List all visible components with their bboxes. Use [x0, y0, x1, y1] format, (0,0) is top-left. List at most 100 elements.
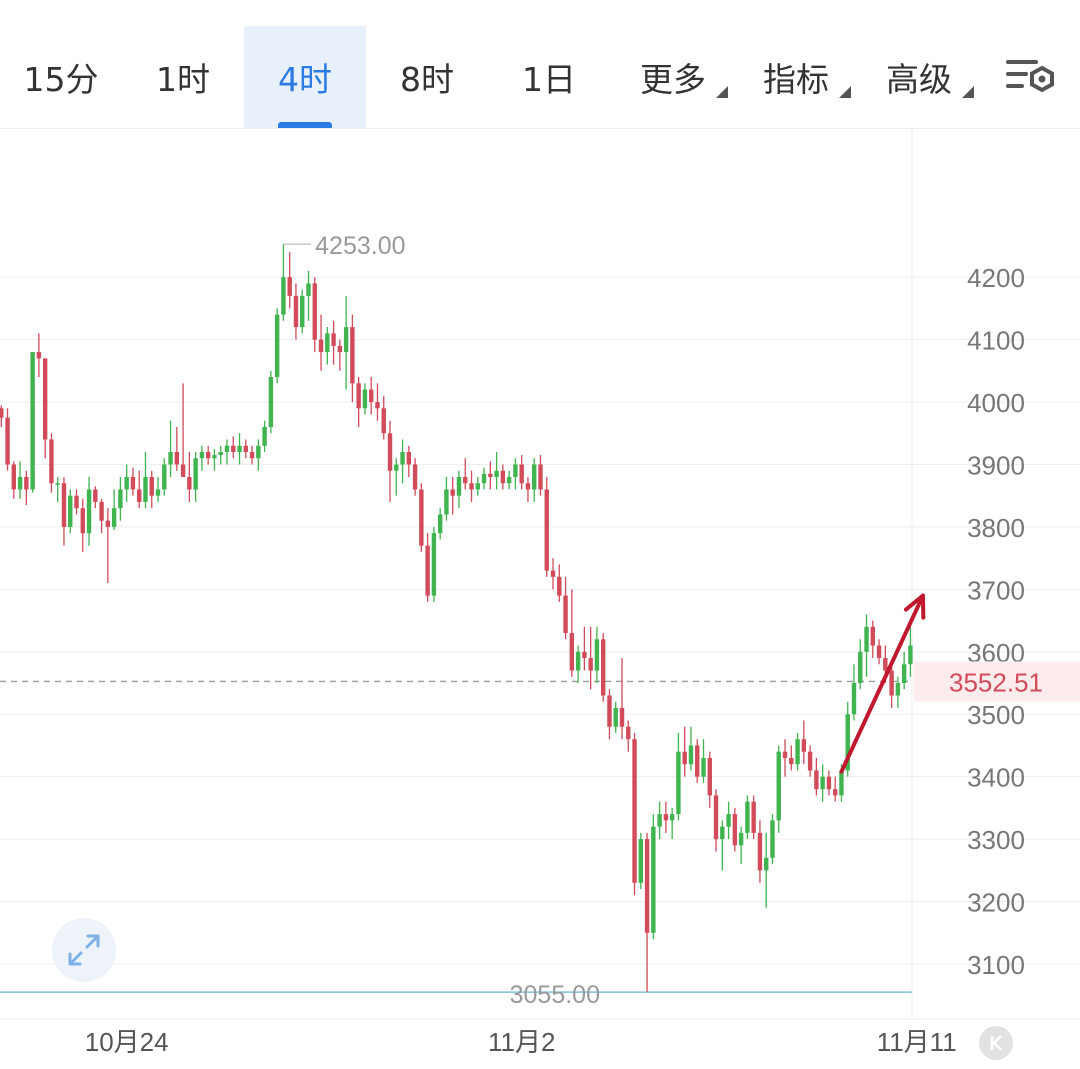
tab-4h[interactable]: 4时 [244, 26, 366, 128]
active-tab-indicator [278, 122, 332, 128]
candle-body [738, 832, 744, 846]
dropdown-corner-icon [716, 86, 728, 98]
candle-body [613, 707, 618, 727]
candle-body [318, 339, 324, 353]
candle-body [632, 739, 637, 883]
candle-body [111, 508, 117, 527]
tabbar-divider [0, 128, 1080, 129]
candle-body [137, 489, 142, 502]
candle-body [243, 445, 248, 452]
tab-more[interactable]: 更多 [612, 26, 734, 128]
list-settings-icon[interactable] [1000, 52, 1060, 102]
candle-body [883, 658, 888, 671]
candle-body [688, 745, 694, 765]
candle-body [287, 277, 292, 296]
candle-body [889, 670, 894, 696]
candle-body [676, 751, 681, 815]
candle-body [17, 476, 23, 490]
tab-1h[interactable]: 1时 [122, 26, 244, 128]
candle-body [638, 839, 644, 883]
candle-body [481, 473, 487, 484]
candle-body [832, 789, 838, 796]
candle-body [569, 633, 575, 671]
candle-body [337, 345, 343, 353]
candle-body [456, 476, 462, 496]
candle-body [149, 476, 154, 496]
candle-body [494, 470, 499, 477]
candle-body [901, 664, 907, 684]
candle-body [55, 483, 60, 485]
candle-body [400, 451, 405, 465]
candle-body [544, 489, 549, 571]
tab-indicators[interactable]: 指标 [735, 26, 857, 128]
candlestick-chart[interactable]: 3100320033003400350036003700380039004000… [0, 129, 1080, 1069]
x-tick-label: 10月24 [85, 1027, 169, 1057]
last-price-tag [914, 661, 1080, 702]
candle-body [669, 814, 675, 821]
candle-body [419, 489, 424, 546]
candle-body [362, 389, 368, 409]
candle-body [600, 639, 606, 696]
candle-body [162, 464, 167, 490]
tab-label: 4时 [278, 60, 332, 99]
candle-body [876, 645, 882, 659]
expand-icon[interactable] [52, 918, 116, 982]
tab-15m[interactable]: 15分 [0, 26, 122, 128]
candle-body [256, 445, 261, 459]
candle-body [268, 377, 274, 428]
candle-body [49, 439, 54, 484]
y-tick-label: 4200 [967, 263, 1025, 293]
candle-body [24, 476, 29, 490]
x-tick-label: 11月11 [877, 1027, 957, 1057]
candle-body [86, 489, 92, 534]
candle-body [826, 776, 832, 790]
candle-body [224, 445, 230, 452]
candle-body [450, 489, 455, 496]
candle-body [707, 757, 712, 796]
tab-1d[interactable]: 1日 [488, 26, 610, 128]
dropdown-corner-icon [962, 86, 974, 98]
candle-body [99, 501, 104, 521]
candle-body [387, 433, 393, 471]
tab-label: 8时 [400, 60, 454, 99]
candle-body [663, 814, 669, 821]
y-tick-label: 4100 [967, 326, 1025, 356]
candle-body [870, 626, 875, 646]
candle-body [143, 476, 148, 502]
candle-body [550, 570, 556, 577]
candle-body [644, 839, 650, 933]
dropdown-corner-icon [839, 86, 851, 98]
candle-body [42, 358, 48, 440]
candle-body [795, 739, 800, 765]
candle-body [444, 489, 449, 515]
candle-body [30, 352, 35, 490]
candle-body [757, 832, 763, 871]
candle-body [93, 489, 98, 502]
y-tick-label: 3100 [967, 950, 1025, 980]
tab-label: 1日 [522, 60, 576, 99]
candle-body [864, 626, 869, 652]
candle-body [325, 333, 330, 353]
candle-body [425, 545, 430, 596]
k-nav-icon[interactable] [979, 1026, 1013, 1060]
candle-body [488, 473, 493, 477]
candle-body [155, 489, 161, 496]
candle-body [118, 489, 123, 509]
last-price-label: 3552.51 [949, 667, 1043, 697]
y-tick-label: 3300 [967, 825, 1025, 855]
candle-body [820, 776, 825, 790]
candle-body [475, 483, 480, 490]
candle-body [0, 408, 4, 418]
candle-body [839, 770, 844, 796]
candle-body [851, 683, 857, 715]
candle-body [300, 295, 305, 328]
candle-body [174, 451, 180, 465]
candle-body [124, 476, 129, 490]
candle-body [519, 464, 524, 484]
tab-advanced[interactable]: 高级 [858, 26, 980, 128]
candle-body [682, 751, 687, 765]
tab-8h[interactable]: 8时 [366, 26, 488, 128]
candle-body [11, 464, 17, 490]
candle-body [908, 645, 913, 665]
candle-body [375, 402, 380, 409]
